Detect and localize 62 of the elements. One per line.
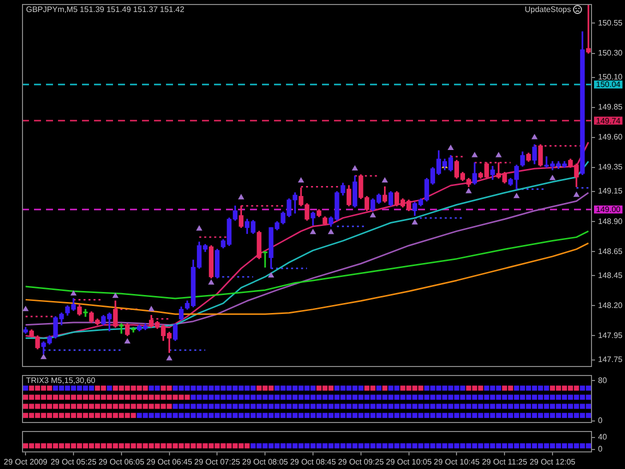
y-tick-label: 147.95 xyxy=(598,330,624,340)
ref-line-label: 149.00 xyxy=(596,205,622,214)
point xyxy=(495,152,502,158)
y-tick-label: 150.55 xyxy=(598,18,624,28)
annotation: UpdateStops xyxy=(524,5,571,14)
ref-line-label: 150.04 xyxy=(596,80,622,90)
x-tick-label: 29 Oct 12:05 xyxy=(530,457,576,466)
point xyxy=(448,144,454,150)
x-tick-label: 29 Oct 05:25 xyxy=(50,457,97,466)
point xyxy=(472,152,478,158)
y-tick-label: 148.90 xyxy=(598,216,624,226)
point xyxy=(112,292,119,298)
y-tick-label: 148.45 xyxy=(598,270,624,280)
chart-title: GBPJPYm,M5 151.39 151.49 151.37 151.42 xyxy=(26,5,184,14)
y-tick-label: 149.85 xyxy=(598,102,624,112)
point xyxy=(412,219,418,225)
y-tick-label: 148.65 xyxy=(598,246,624,256)
y-tick-label: 150.30 xyxy=(598,48,624,58)
point xyxy=(196,225,202,231)
y-tick-label: 148.20 xyxy=(598,300,624,310)
x-tick-label: 29 Oct 06:05 xyxy=(98,457,145,466)
point xyxy=(370,212,376,218)
point xyxy=(22,306,29,312)
y-tick-label: 40 xyxy=(598,432,608,442)
y-tick-label: 147.75 xyxy=(598,354,624,364)
y-tick-label: 150.10 xyxy=(598,72,624,82)
x-tick-label: 29 Oct 2009 xyxy=(4,457,48,466)
point xyxy=(573,192,580,197)
point xyxy=(238,194,244,200)
point xyxy=(124,338,130,344)
y-tick-label: 0 xyxy=(598,444,603,454)
chart-title: TRIX3 M5,15,30,60 xyxy=(26,376,96,385)
point xyxy=(549,174,556,180)
point xyxy=(382,177,388,182)
y-tick-label: 149.35 xyxy=(598,162,624,172)
x-tick-label: 29 Oct 06:45 xyxy=(146,457,193,466)
x-tick-label: 29 Oct 09:25 xyxy=(338,457,384,466)
x-tick-label: 29 Oct 11:25 xyxy=(482,457,528,466)
x-tick-label: 29 Oct 08:45 xyxy=(290,457,336,466)
x-tick-label: 29 Oct 07:25 xyxy=(194,457,241,466)
y-tick-label: 149.15 xyxy=(598,186,624,196)
point xyxy=(70,290,77,296)
point xyxy=(268,272,274,278)
point xyxy=(148,306,154,312)
point xyxy=(40,354,47,360)
y-tick-label: 0 xyxy=(598,416,603,426)
y-tick-label: 80 xyxy=(598,376,608,385)
point xyxy=(166,354,172,360)
x-tick-label: 29 Oct 10:05 xyxy=(386,457,432,466)
point xyxy=(513,192,520,198)
point xyxy=(531,134,538,140)
x-tick-label: 29 Oct 08:05 xyxy=(242,457,289,466)
point xyxy=(310,228,316,234)
point xyxy=(466,188,472,194)
candlestick xyxy=(83,308,88,317)
x-tick-label: 29 Oct 10:45 xyxy=(434,457,480,466)
ref-line-label: 149.74 xyxy=(596,116,622,126)
point xyxy=(208,279,214,285)
point xyxy=(298,177,304,182)
point xyxy=(352,165,358,170)
y-tick-label: 149.60 xyxy=(598,132,624,142)
point xyxy=(328,228,334,234)
